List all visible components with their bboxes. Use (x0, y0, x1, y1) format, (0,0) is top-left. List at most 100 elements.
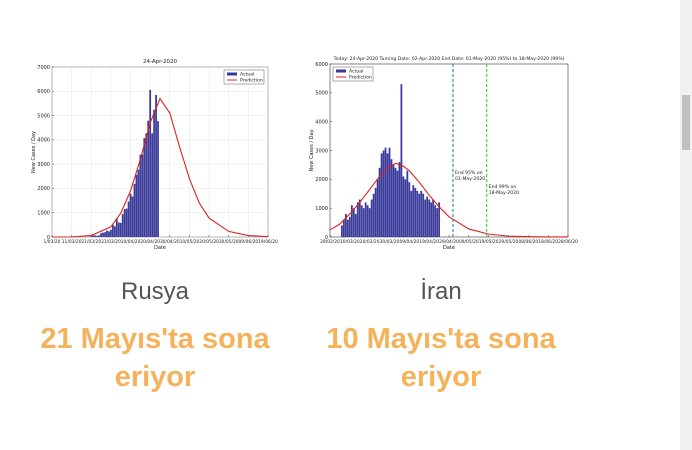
y-tick-label: 7000 (37, 65, 50, 71)
y-axis-label: New Cases / Day (309, 129, 315, 171)
bar (108, 231, 110, 237)
x-tick-label: 19/05/20 (479, 239, 499, 245)
bar (135, 174, 138, 237)
bar (406, 170, 409, 237)
bar (428, 199, 431, 237)
bar (141, 154, 144, 237)
bar (94, 235, 97, 237)
x-tick-label: 31/03/20 (101, 239, 121, 245)
y-tick-label: 1000 (37, 211, 50, 217)
x-tick-label: 10/03/20 (340, 239, 360, 245)
bar (378, 167, 381, 237)
x-tick-label: 29/05/20 (499, 239, 519, 245)
chart-title: 24-Apr-2020 (143, 59, 178, 65)
vline-label: 01-May-2020 (455, 176, 485, 182)
bar (416, 190, 419, 237)
bar (356, 202, 359, 237)
bar (366, 205, 369, 237)
bar (412, 185, 415, 237)
bar (102, 232, 104, 237)
y-tick-label: 5000 (315, 91, 328, 97)
x-tick-label: 18/06/20 (538, 239, 558, 245)
bar (117, 222, 120, 237)
x-tick-label: 20/03/20 (360, 239, 380, 245)
bar (418, 193, 421, 237)
x-tick-label: 10/04/20 (121, 239, 141, 245)
headline: 10 Mayıs'ta sona eriyor (326, 323, 556, 393)
bar (392, 164, 395, 237)
bar (119, 222, 122, 237)
bar (410, 190, 413, 237)
y-tick-label: 0 (325, 235, 328, 241)
bar (104, 232, 106, 237)
bar (376, 179, 379, 237)
legend-swatch (227, 72, 237, 76)
bar (90, 235, 93, 237)
y-tick-label: 5000 (37, 113, 50, 119)
chart-title: Today: 24-Apr-2020 Turning Date: 02-Apr-… (333, 56, 565, 62)
bar (354, 213, 357, 237)
bar (394, 167, 397, 237)
bar (125, 208, 128, 237)
bar (133, 183, 136, 237)
bar (110, 229, 112, 237)
x-tick-label: 28/06/20 (558, 239, 578, 245)
bar (420, 190, 423, 237)
x-axis-label: Date (154, 245, 166, 251)
bar (346, 219, 349, 237)
bar (143, 138, 146, 237)
bar (127, 201, 130, 237)
bar (155, 94, 157, 237)
bar (352, 208, 355, 237)
bar (438, 202, 440, 237)
bar (396, 170, 399, 237)
x-tick-label: 30/04/20 (160, 239, 180, 245)
bar (113, 226, 116, 237)
bar (350, 205, 353, 237)
bar (424, 199, 427, 237)
bar (137, 169, 140, 237)
scroll-thumb[interactable] (682, 95, 690, 150)
bar (106, 230, 108, 237)
y-axis-label: New Cases / Day (31, 131, 37, 173)
bar (358, 199, 361, 237)
bar (380, 153, 383, 237)
bar (372, 193, 375, 237)
y-tick-label: 4000 (37, 138, 50, 144)
y-tick-label: 6000 (37, 89, 50, 95)
bar (121, 213, 124, 237)
x-tick-label: 30/03/20 (380, 239, 400, 245)
x-tick-label: 29/04/20 (439, 239, 459, 245)
legend-swatch (336, 69, 346, 73)
bar (145, 133, 148, 237)
legend-label: Actual (240, 72, 254, 78)
country: İran (420, 278, 462, 305)
bar (388, 147, 391, 237)
legend-label: Actual (349, 69, 363, 75)
bar (129, 193, 132, 237)
scrollbar[interactable] (680, 0, 692, 450)
bar (344, 213, 347, 237)
y-tick-label: 6000 (315, 62, 328, 68)
headline: 21 Mayıs'ta sona eriyor (40, 323, 270, 393)
bar (151, 133, 154, 237)
bar (153, 109, 155, 237)
bar (360, 205, 363, 237)
bar (368, 208, 371, 237)
bar (98, 235, 101, 237)
line (329, 162, 569, 238)
bar (131, 196, 134, 237)
bar (374, 187, 377, 237)
bar (398, 162, 401, 237)
bar (111, 224, 114, 237)
bar (426, 196, 429, 237)
country: Rusya (120, 278, 190, 305)
bar (370, 199, 373, 237)
x-tick-label: 19/06/20 (258, 239, 278, 245)
y-tick-label: 2000 (315, 177, 328, 183)
x-tick-label: 09/06/20 (238, 239, 258, 245)
bar (430, 202, 433, 237)
bar (402, 176, 405, 237)
x-tick-label: 20/04/20 (140, 239, 160, 245)
x-tick-label: 09/05/20 (459, 239, 479, 245)
